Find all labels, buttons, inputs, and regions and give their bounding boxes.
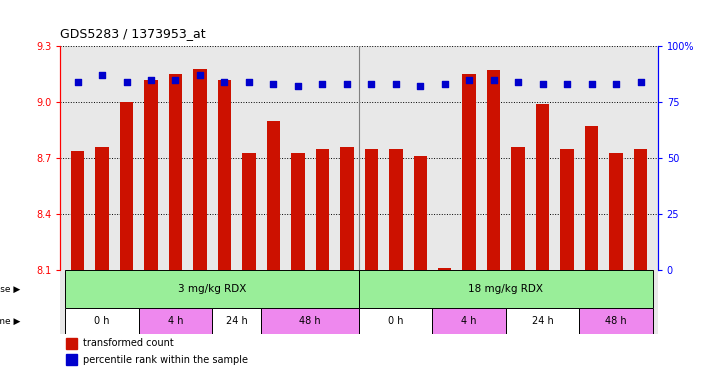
Bar (389, 149, 402, 270)
Bar (359, 308, 432, 334)
Bar (65, 270, 359, 308)
Bar (212, 308, 261, 334)
Point (537, 81, 548, 87)
Point (341, 81, 353, 87)
Bar (119, 102, 133, 270)
Text: 0 h: 0 h (95, 316, 109, 326)
Bar (438, 268, 451, 270)
Point (513, 79, 524, 85)
Bar (261, 308, 359, 334)
Point (464, 77, 475, 83)
Bar (609, 152, 623, 270)
Text: 4 h: 4 h (168, 316, 183, 326)
Point (586, 81, 597, 87)
Point (97, 72, 108, 78)
Point (415, 83, 426, 89)
Point (170, 77, 181, 83)
Bar (634, 149, 647, 270)
Bar (340, 147, 353, 270)
Text: 0 h: 0 h (388, 316, 404, 326)
Point (365, 81, 377, 87)
Point (610, 81, 621, 87)
Point (439, 81, 450, 87)
Bar (139, 308, 212, 334)
Text: 24 h: 24 h (532, 316, 553, 326)
Bar (365, 149, 378, 270)
Text: GDS5283 / 1373953_at: GDS5283 / 1373953_at (60, 27, 206, 40)
Bar (585, 126, 599, 270)
Text: 18 mg/kg RDX: 18 mg/kg RDX (469, 284, 543, 294)
Bar (432, 308, 506, 334)
Point (121, 79, 132, 85)
Point (635, 79, 646, 85)
Bar (511, 147, 525, 270)
Text: transformed count: transformed count (83, 338, 174, 348)
Point (268, 81, 279, 87)
Point (488, 77, 499, 83)
Bar (579, 308, 653, 334)
Point (562, 81, 573, 87)
Bar (316, 149, 329, 270)
Bar (71, 151, 85, 270)
Bar (66, 338, 77, 349)
Text: 48 h: 48 h (299, 316, 321, 326)
Bar (193, 68, 207, 270)
Bar (169, 74, 182, 270)
Bar (95, 147, 109, 270)
Bar (144, 80, 158, 270)
Bar (65, 308, 139, 334)
Point (390, 81, 402, 87)
Point (72, 79, 83, 85)
Text: dose ▶: dose ▶ (0, 285, 21, 294)
Point (194, 72, 205, 78)
Bar (218, 80, 231, 270)
Bar (359, 270, 653, 308)
Point (243, 79, 255, 85)
Bar (487, 70, 501, 270)
Bar (291, 152, 304, 270)
Point (292, 83, 304, 89)
Bar (414, 156, 427, 270)
Bar (242, 152, 256, 270)
Bar (560, 149, 574, 270)
Bar (462, 74, 476, 270)
Bar (267, 121, 280, 270)
Text: 48 h: 48 h (605, 316, 627, 326)
Text: percentile rank within the sample: percentile rank within the sample (83, 355, 248, 365)
Point (219, 79, 230, 85)
Point (145, 77, 156, 83)
Bar (506, 308, 579, 334)
Bar (66, 354, 77, 365)
Bar (536, 104, 550, 270)
Point (316, 81, 328, 87)
Text: 3 mg/kg RDX: 3 mg/kg RDX (178, 284, 247, 294)
Text: time ▶: time ▶ (0, 317, 21, 326)
Text: 24 h: 24 h (226, 316, 247, 326)
Text: 4 h: 4 h (461, 316, 477, 326)
